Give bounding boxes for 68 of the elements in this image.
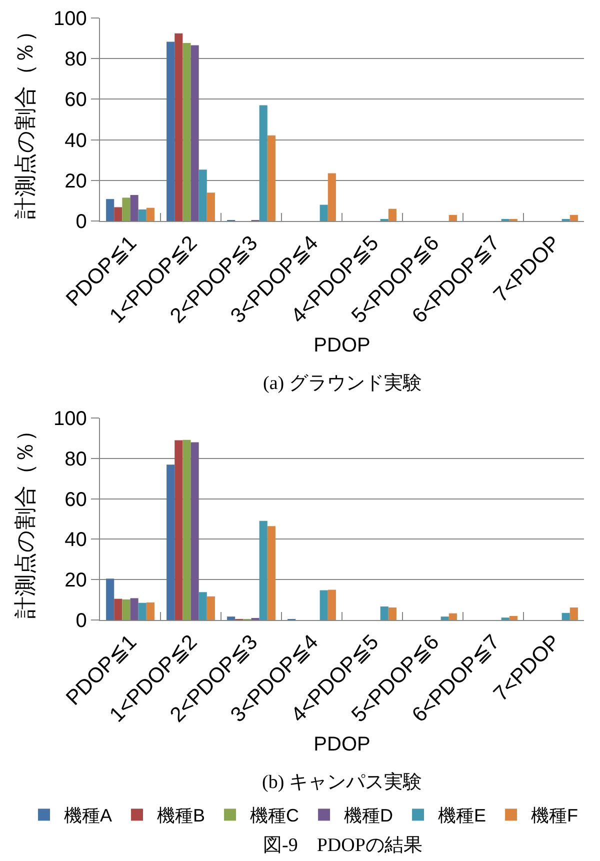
y-tick-label: 0 <box>76 610 87 632</box>
bar <box>267 526 276 620</box>
bar <box>570 214 578 221</box>
y-tick-label: 20 <box>64 570 87 592</box>
bar <box>320 204 328 221</box>
bar <box>440 616 449 620</box>
bar <box>114 598 122 620</box>
bar <box>388 607 396 620</box>
bar <box>130 195 138 221</box>
y-axis-title: 計測点の割合（％） <box>12 420 38 618</box>
y-tick-label: 80 <box>64 48 87 71</box>
bar <box>328 590 336 620</box>
bar <box>380 606 388 620</box>
legend-label: 機種C <box>250 806 300 826</box>
y-tick-label: 60 <box>64 89 87 112</box>
bar <box>122 599 130 620</box>
bar <box>114 207 122 221</box>
bar <box>166 464 175 620</box>
legend-label: 機種F <box>531 806 578 826</box>
bar <box>267 135 276 221</box>
bar <box>328 173 336 221</box>
bar <box>448 214 457 221</box>
bar <box>122 198 130 221</box>
bar <box>174 33 183 221</box>
y-tick-label: 20 <box>64 170 87 192</box>
bar <box>174 440 183 620</box>
x-axis-title: PDOP <box>314 733 370 756</box>
bar <box>259 105 268 221</box>
bar <box>138 209 146 221</box>
bar <box>106 199 114 221</box>
bar <box>190 45 199 221</box>
y-tick-label: 0 <box>76 211 87 233</box>
bar <box>570 607 578 620</box>
y-axis-title: 計測点の割合（％） <box>12 20 38 219</box>
bar <box>182 42 191 221</box>
text: (a) グラウンド実験 <box>263 372 422 394</box>
bar <box>198 592 207 620</box>
legend-label: 機種E <box>438 806 486 826</box>
y-tick-label: 40 <box>64 529 87 552</box>
bar <box>206 596 215 620</box>
bar <box>106 578 114 620</box>
legend-label: 機種A <box>64 806 112 826</box>
y-tick-label: 100 <box>53 8 87 30</box>
bar <box>388 208 396 221</box>
legend-label: 機種B <box>157 806 206 826</box>
bar <box>130 598 138 620</box>
y-tick-label: 100 <box>53 408 87 430</box>
bar <box>206 192 215 221</box>
bar <box>166 42 175 221</box>
legend-label: 機種D <box>344 806 394 826</box>
bar <box>138 602 146 620</box>
bar <box>146 602 154 620</box>
bar <box>509 616 518 620</box>
bar <box>182 440 191 620</box>
text: (b) キャンパス実験 <box>262 771 422 793</box>
bar <box>146 208 154 221</box>
y-tick-label: 40 <box>64 130 87 152</box>
bar <box>259 520 268 620</box>
bar <box>198 170 207 221</box>
y-tick-label: 60 <box>64 488 87 511</box>
bar <box>190 442 199 620</box>
bar <box>562 612 570 620</box>
text: 図-9 PDOPの結果 <box>263 835 422 856</box>
bar <box>320 590 328 620</box>
bar <box>227 616 236 620</box>
y-tick-label: 80 <box>64 448 87 470</box>
bar <box>448 613 457 620</box>
x-axis-title: PDOP <box>314 334 370 356</box>
